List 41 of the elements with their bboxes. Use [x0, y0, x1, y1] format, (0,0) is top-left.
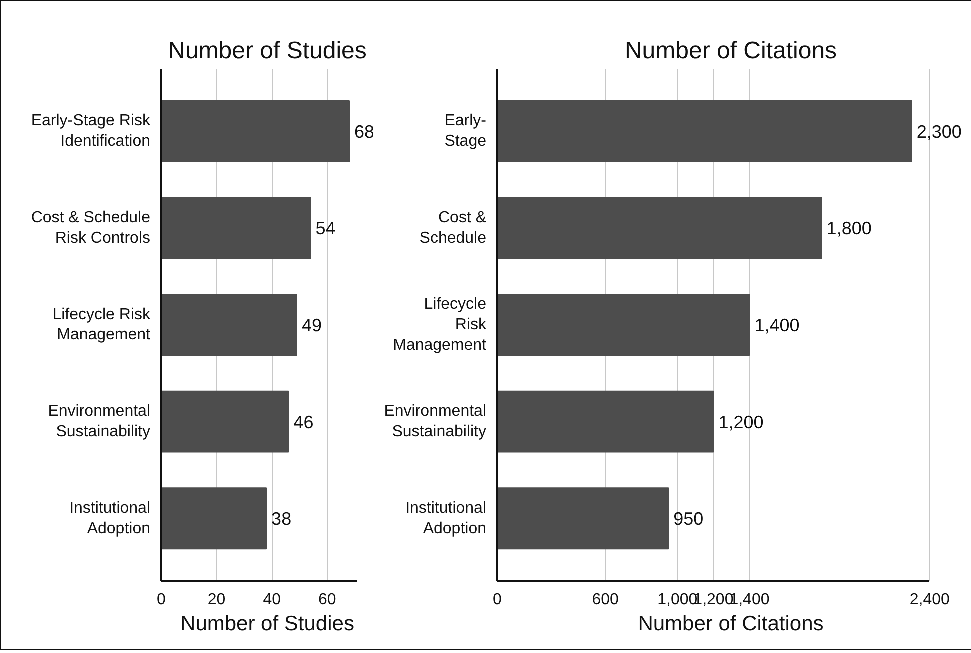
data-label: 68 — [354, 122, 375, 142]
y-tick-label: Institutional Adoption — [70, 500, 151, 538]
y-tick-label: Early-Stage Risk Identification — [31, 112, 152, 150]
bar — [498, 488, 670, 550]
y-tick-label: Lifecycle Risk Management — [52, 306, 152, 344]
data-label: 49 — [302, 316, 322, 336]
data-label: 54 — [316, 218, 336, 239]
bar — [498, 100, 912, 162]
data-label: 1,400 — [754, 316, 800, 336]
x-axis-title: Number of Citations — [638, 612, 824, 636]
x-tick-label: 60 — [318, 592, 336, 608]
data-label: 2,300 — [916, 122, 962, 142]
y-tick-label: Institutional Adoption — [406, 500, 487, 538]
bar — [162, 100, 350, 162]
x-tick-label: 20 — [208, 592, 226, 608]
chart-title: Number of Studies — [168, 38, 367, 64]
x-tick-label: 2,400 — [910, 592, 950, 608]
x-axis-title: Number of Studies — [180, 612, 354, 636]
y-tick-label: Cost & Schedule — [420, 210, 487, 247]
bar — [162, 294, 298, 356]
bar — [498, 197, 822, 260]
x-tick-label: 600 — [592, 592, 620, 608]
x-tick-label: 0 — [493, 592, 502, 608]
data-label: 950 — [674, 509, 704, 530]
bar — [162, 390, 290, 453]
bar — [498, 390, 714, 453]
y-tick-label: Environmental Sustainability — [48, 403, 151, 440]
bar — [498, 294, 750, 356]
data-label: 1,200 — [718, 412, 764, 432]
data-label: 46 — [294, 412, 314, 432]
bar — [162, 488, 268, 550]
data-label: 38 — [272, 509, 292, 530]
chart-title: Number of Citations — [624, 38, 838, 64]
bar — [162, 197, 312, 260]
y-tick-label: Lifecycle Risk Management — [393, 296, 488, 354]
data-label: 1,800 — [826, 218, 872, 239]
y-tick-label: Early- Stage — [444, 112, 487, 150]
x-tick-label: 40 — [263, 592, 282, 608]
y-tick-label: Cost & Schedule Risk Controls — [31, 210, 151, 247]
x-tick-label: 0 — [157, 592, 166, 608]
y-tick-label: Environmental Sustainability — [384, 403, 487, 440]
